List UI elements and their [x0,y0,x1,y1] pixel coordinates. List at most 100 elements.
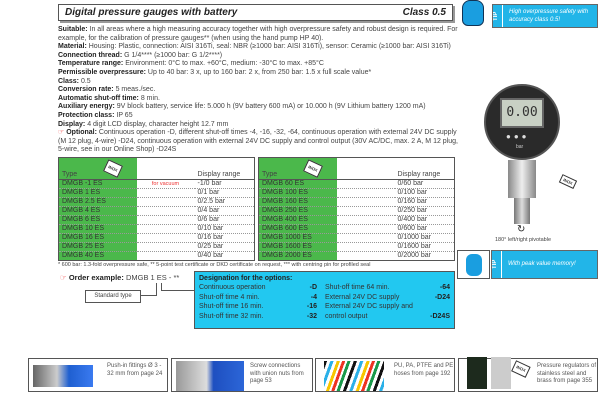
cell-note [136,197,195,207]
spec-item: Temperature range: Environment: 0°C to m… [58,60,458,69]
cell-type: DMGB 1 ES [58,188,137,198]
option-name: Shut-off time 4 min. [199,293,260,301]
cell-note [336,251,395,261]
table-row: DMGB 250 ES 0/250 bar [258,206,455,216]
cell-range: 0/2000 bar [394,251,455,261]
table-row: DMGB 40 ES 0/40 bar [58,251,255,261]
spec-value: 5 meas./sec. [115,86,156,94]
option-name: Shut-off time 32 min. [199,312,264,320]
pointing-hand-icon: ☞ [58,129,65,137]
table-row: DMGB 1600 ES 0/1600 bar [258,242,455,252]
col-type: Type [62,170,78,178]
regulator-image [467,357,487,389]
unit-label: bar [516,144,524,150]
tip-text: With peak value memory! [508,261,576,267]
spec-key: Auxiliary energy: [58,103,115,111]
spec-item: Permissible overpressure: Up to 40 bar: … [58,69,458,78]
spec-item: Material: Housing: Plastic, connection: … [58,43,458,52]
option-name: External 24V DC supply and control outpu… [325,303,413,320]
option-name: Shut-off time 64 min. [325,284,390,292]
cell-note [136,188,195,198]
cell-type: DMGB 250 ES [258,206,337,216]
cell-range: 0/1000 bar [394,233,455,243]
related-text: Push-in fittings Ø 3 - 32 mm from page 2… [107,363,163,377]
table-row: DMGB 25 ES 0/25 bar [58,242,255,252]
cell-type: DMGB 2.5 ES [58,197,137,207]
cell-type: DMGB 40 ES [58,251,137,261]
spec-value: G 1/4**** (≥1000 bar: G 1/2****) [124,51,223,59]
spec-list: Suitable: In all areas where a high meas… [58,26,458,129]
spec-item: Display: 4 digit LCD display, character … [58,121,458,130]
cell-type: DMGB 1600 ES [258,242,337,252]
cell-note [336,242,395,252]
spec-value: 4 digit LCD display, character height 12… [87,120,229,128]
gauge-buttons: ●●● [506,132,530,141]
cell-range: 0/2.5 bar [194,197,255,207]
cell-range: 0/60 bar [394,179,455,189]
related-text: PU, PA, PTFE and PE hoses from page 192 [394,363,454,377]
optional-text: ☞ Optional: Continuous operation -D, dif… [58,129,458,155]
designation-box: Designation for the options: Continuous … [194,270,455,329]
cell-type: DMGB 400 ES [258,215,337,225]
related-text: Pressure regulators of stainless steel a… [537,363,597,384]
optional-value: Continuous operation -D, different shut-… [58,129,458,154]
option-name: Continuous operation [199,284,266,292]
cell-type: DMGB 600 ES [258,224,337,234]
related-pushin-fittings[interactable]: Push-in fittings Ø 3 - 32 mm from page 2… [28,358,168,392]
cell-type: DMGB -1 ES [58,179,137,189]
cell-note: for vacuum [136,179,195,189]
cell-type: DMGB 6 ES [58,215,137,225]
cell-range: 0/40 bar [194,251,255,261]
option-code: -32 [306,312,317,320]
cell-note [136,242,195,252]
related-text: Screw connections with union nuts from p… [250,363,304,384]
header-type: Type INOX [58,157,137,180]
table-row: DMGB 1 ES 0/1 bar [58,188,255,198]
standard-type-label: Standard type [85,289,141,303]
order-value: DMGB 1 ES - ** [125,272,180,282]
spec-item: Protection class: IP 65 [58,112,458,121]
cell-range: 0/6 bar [194,215,255,225]
cell-range: 0/25 bar [194,242,255,252]
designation-item: Shut-off time 4 min. -4 [199,293,317,303]
header-note [136,157,195,180]
spec-item: Automatic shut-off time: 8 min. [58,95,458,104]
cell-note [336,224,395,234]
spec-key: Connection thread: [58,51,123,59]
spec-item: Class: 0.5 [58,78,458,87]
tip-label: TIP [492,251,502,278]
cell-note [336,197,395,207]
cell-range: 0/600 bar [394,224,455,234]
related-hoses[interactable]: PU, PA, PTFE and PE hoses from page 192 [315,358,455,392]
spec-key: Material: [58,43,87,51]
cell-type: DMGB 2000 ES [258,251,337,261]
thumbs-up-icon [457,250,490,279]
order-section: ☞ Order example: DMGB 1 ES - ** Standard… [58,270,458,331]
table-row: DMGB 16 ES 0/16 bar [58,233,255,243]
screw-connections-image [176,361,244,391]
cell-range: 0/4 bar [194,206,255,216]
spec-key: Temperature range: [58,60,124,68]
spec-value: Up to 40 bar: 3 x, up to 160 bar: 2 x, f… [147,68,372,76]
table-header: Type INOX Display range [258,157,455,180]
related-pressure-regulators[interactable]: INOX Pressure regulators of stainless ste… [458,357,598,392]
cell-type: DMGB 160 ES [258,197,337,207]
related-screw-connections[interactable]: Screw connections with union nuts from p… [171,358,313,392]
option-code: -D24S [430,312,450,320]
option-code: -16 [306,303,317,311]
tip-box-top: TIP High overpressure safety with accurac… [492,4,598,28]
page-title: Digital pressure gauges with battery Clas… [58,4,453,21]
header-range: Display range [394,157,455,180]
table-row: DMGB 600 ES 0/600 bar [258,224,455,234]
hoses-image [324,361,384,391]
table-header: Type INOX Display range [58,157,255,180]
table-row: DMGB -1 ES for vacuum -1/0 bar [58,179,255,189]
tip-text: High overpressure safety with accuracy c… [509,9,589,23]
header-range: Display range [194,157,255,180]
inox-badge: INOX [303,159,323,178]
pointing-hand-icon: ☞ [60,272,67,282]
cell-note [336,206,395,216]
spec-value: IP 65 [116,111,133,119]
tip-label: TIP [493,5,503,27]
table-row: DMGB 60 ES 0/60 bar [258,179,455,189]
